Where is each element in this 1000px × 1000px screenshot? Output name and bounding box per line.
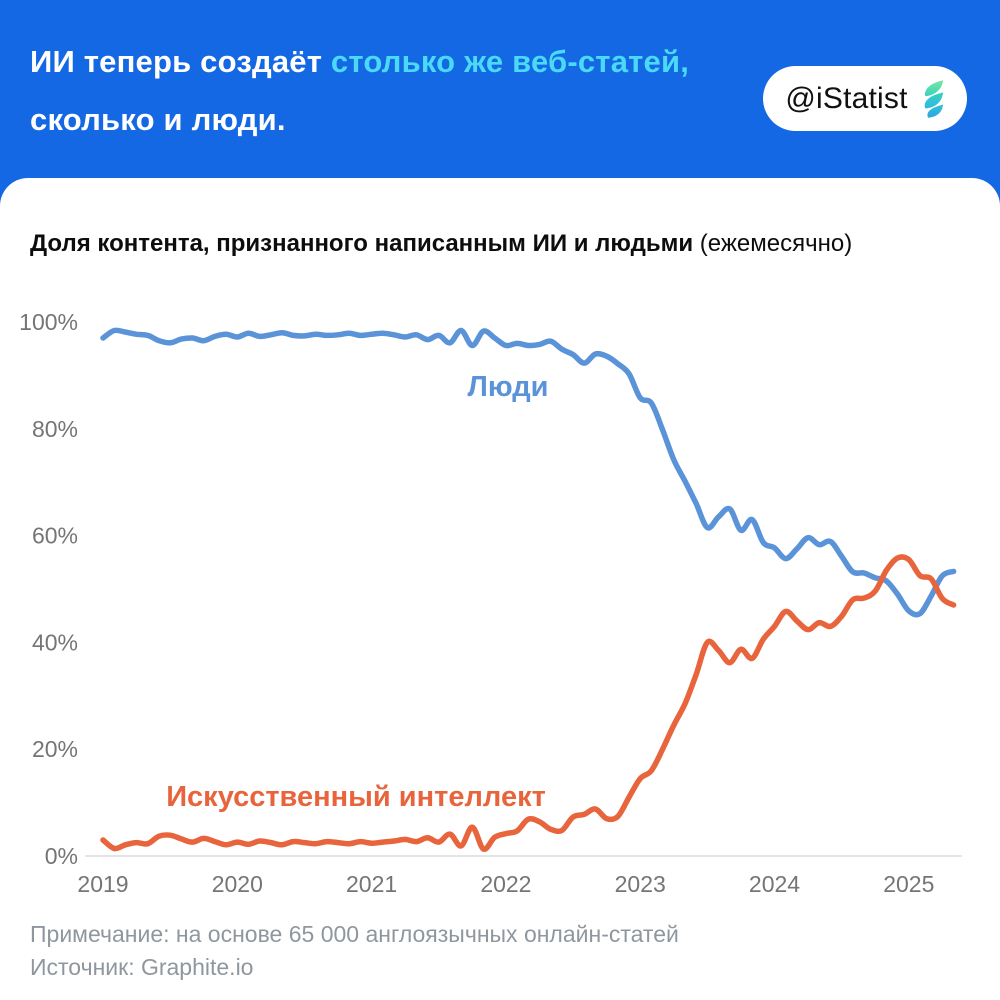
footer: Примечание: на основе 65 000 англоязычны… [30,918,679,984]
y-axis-label: 20% [32,736,78,762]
chart-title-note: (ежемесячно) [693,230,853,257]
line-chart-svg: 0% 20% 40% 60% 80% 100% 2019 2020 2021 2022 2023 20… [19,309,962,897]
chart-title-main: Доля контента, признанного написанным ИИ… [30,230,694,257]
y-axis-label: 100% [19,309,78,335]
series-label-human: Люди [468,371,549,403]
series-line-ai [100,554,957,852]
chart-title: Доля контента, признанного написанным ИИ… [30,230,852,258]
headline: ИИ теперь создаёт столько же веб-статей,… [30,33,750,149]
brand-badge: @iStatist [763,66,967,131]
x-axis-label: 2019 [77,871,128,897]
x-axis-label: 2023 [615,871,666,897]
chart-card: Доля контента, признанного написанным ИИ… [0,178,1000,1000]
headline-line1-accent: столько же веб-статей, [330,44,690,79]
headline-line1-white: ИИ теперь создаёт [30,44,331,79]
y-axis-label: 80% [32,416,78,442]
series-label-ai: Искусственный интеллект [166,781,546,813]
x-axis-label: 2025 [883,871,934,897]
footer-source: Источник: Graphite.io [30,954,254,980]
y-axis-label: 0% [45,843,78,869]
headline-line2: сколько и люди. [30,102,286,137]
headline-line1: ИИ теперь создаёт столько же веб-статей, [30,33,750,91]
x-axis-label: 2020 [212,871,263,897]
x-axis-label: 2022 [480,871,531,897]
x-axis-label: 2021 [346,871,397,897]
footer-note: Примечание: на основе 65 000 англоязычны… [30,921,679,947]
y-axis-label: 60% [32,523,78,549]
y-axis-label: 40% [32,629,78,655]
series-line-human [100,327,957,618]
x-axis-label: 2024 [749,871,800,897]
leaf-logo-icon [924,79,943,118]
badge-handle: @iStatist [785,81,908,115]
